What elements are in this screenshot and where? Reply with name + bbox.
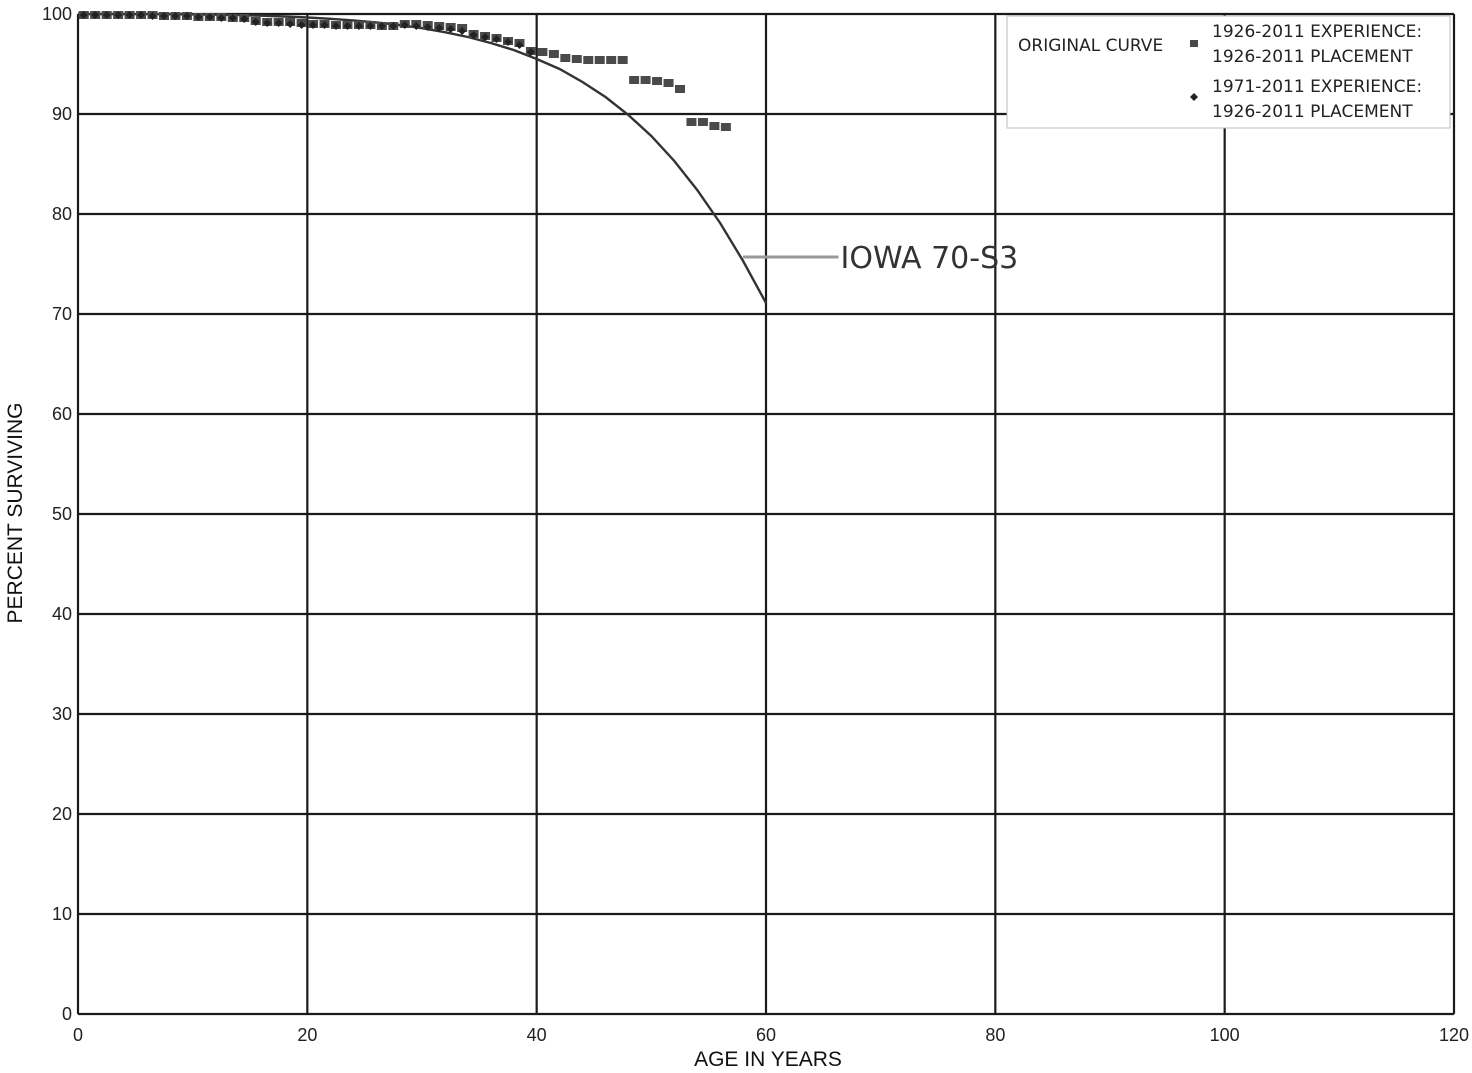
diamond-marker — [400, 21, 409, 29]
y-tick-label: 100 — [42, 4, 72, 24]
legend: ORIGINAL CURVE 1926-2011 EXPERIENCE: 1926-… — [1006, 15, 1451, 129]
x-tick-label: 40 — [527, 1025, 547, 1045]
diamond-marker — [504, 38, 512, 46]
y-tick-labels: 0 10 20 30 40 50 60 70 80 90 100 — [42, 4, 72, 1024]
square-marker — [663, 79, 674, 87]
legend-label-original-curve: ORIGINAL CURVE — [1018, 36, 1163, 56]
legend-label-1971-experience: 1926-2011 PLACEMENT — [1212, 102, 1413, 122]
diamond-marker — [148, 12, 157, 20]
square-marker — [560, 54, 571, 62]
square-marker — [617, 56, 628, 64]
square-marker — [720, 123, 731, 131]
diamond-marker — [228, 14, 237, 22]
y-axis-title: PERCENT SURVIVING — [4, 403, 27, 624]
diamond-marker — [492, 35, 501, 43]
original-curve-group — [78, 12, 768, 304]
square-marker — [652, 77, 663, 85]
x-tick-labels: 0 20 40 60 80 100 120 — [73, 1025, 1469, 1045]
legend-box — [1006, 15, 1451, 129]
diamond-marker — [412, 22, 421, 30]
legend-label-1971-experience: 1971-2011 EXPERIENCE: — [1212, 77, 1422, 97]
diamond-marker — [251, 18, 260, 26]
square-marker — [594, 56, 605, 64]
square-marker — [640, 76, 651, 84]
diamond-marker — [286, 20, 295, 28]
square-marker — [606, 56, 617, 64]
diamond-marker — [160, 12, 168, 20]
legend-diamond-marker — [1190, 93, 1198, 101]
square-marker — [571, 55, 582, 63]
legend-label-1926-experience: 1926-2011 PLACEMENT — [1212, 47, 1413, 67]
diamond-marker — [320, 21, 329, 29]
x-tick-label: 60 — [756, 1025, 776, 1045]
diamond-marker — [481, 33, 490, 41]
y-tick-label: 60 — [52, 404, 72, 424]
legend-label-1926-experience: 1926-2011 EXPERIENCE: — [1212, 22, 1422, 42]
diamond-marker — [423, 23, 432, 31]
diamond-marker — [114, 11, 123, 19]
diamond-marker — [297, 21, 306, 29]
x-tick-label: 120 — [1439, 1025, 1469, 1045]
square-marker — [583, 56, 594, 64]
y-tick-label: 80 — [52, 204, 72, 224]
grid-lines — [76, 12, 1456, 1016]
square-marker — [548, 50, 559, 58]
diamond-marker — [377, 22, 386, 30]
y-tick-label: 90 — [52, 104, 72, 124]
x-tick-label: 0 — [73, 1025, 83, 1045]
diamond-marker — [205, 13, 214, 21]
diamond-marker — [171, 12, 180, 20]
diamond-marker — [389, 22, 398, 30]
square-marker — [709, 122, 720, 130]
x-tick-label: 100 — [1210, 1025, 1240, 1045]
diamond-marker — [309, 21, 318, 29]
y-tick-label: 20 — [52, 804, 72, 824]
x-tick-label: 20 — [297, 1025, 317, 1045]
y-tick-label: 50 — [52, 504, 72, 524]
diamond-marker — [240, 15, 249, 23]
diamond-marker — [446, 25, 455, 33]
diamond-marker — [102, 11, 111, 19]
diamond-marker — [182, 12, 191, 20]
y-tick-label: 40 — [52, 604, 72, 624]
legend-square-marker — [1190, 40, 1198, 47]
diamond-marker — [194, 13, 203, 21]
diamond-marker — [354, 22, 363, 30]
square-marker — [629, 76, 640, 84]
y-tick-label: 10 — [52, 904, 72, 924]
diamond-marker — [274, 19, 283, 27]
diamond-marker — [458, 27, 467, 35]
diamond-marker — [366, 22, 375, 30]
y-tick-label: 0 — [62, 1004, 72, 1024]
diamond-marker — [515, 41, 524, 49]
data-markers — [78, 11, 731, 131]
diamond-marker — [217, 14, 226, 22]
x-tick-label: 80 — [985, 1025, 1005, 1045]
diamond-marker — [332, 22, 340, 30]
annotation-label: IOWA 70-S3 — [841, 241, 1019, 276]
x-axis-title: AGE IN YEARS — [694, 1048, 842, 1071]
diamond-marker — [526, 48, 535, 56]
square-marker — [675, 85, 685, 93]
diamond-marker — [91, 11, 100, 19]
diamond-marker — [469, 31, 478, 39]
original-curve-line — [78, 12, 768, 304]
y-tick-label: 30 — [52, 704, 72, 724]
diamond-marker — [137, 11, 146, 19]
diamond-marker — [343, 22, 352, 30]
square-marker — [537, 48, 548, 56]
square-marker — [686, 118, 697, 126]
y-tick-label: 70 — [52, 304, 72, 324]
diamond-marker — [125, 11, 134, 19]
diamond-marker — [79, 11, 88, 19]
diamond-marker — [435, 24, 444, 32]
diamond-marker — [263, 19, 272, 27]
square-marker — [697, 118, 708, 126]
annotation-group: IOWA 70-S3 — [743, 241, 1018, 276]
